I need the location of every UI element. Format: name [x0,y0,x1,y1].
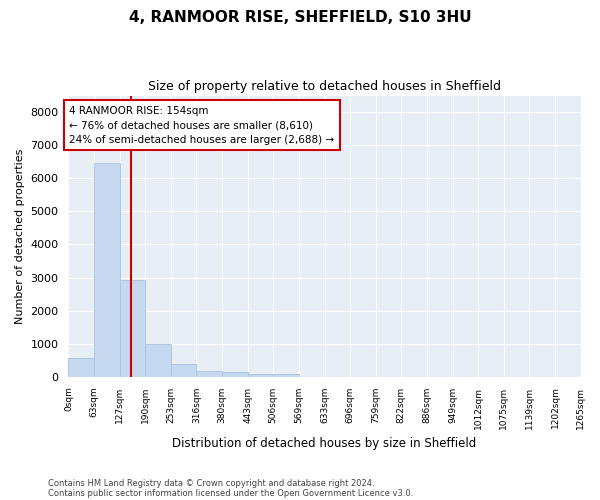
Bar [273,374,299,377]
Y-axis label: Number of detached properties: Number of detached properties [15,148,25,324]
Bar [145,344,171,377]
Bar [222,372,248,377]
Title: Size of property relative to detached houses in Sheffield: Size of property relative to detached ho… [148,80,501,93]
Text: Contains HM Land Registry data © Crown copyright and database right 2024.: Contains HM Land Registry data © Crown c… [48,478,374,488]
Bar [94,164,120,377]
Text: 4 RANMOOR RISE: 154sqm
← 76% of detached houses are smaller (8,610)
24% of semi-: 4 RANMOOR RISE: 154sqm ← 76% of detached… [69,106,334,145]
Text: 4, RANMOOR RISE, SHEFFIELD, S10 3HU: 4, RANMOOR RISE, SHEFFIELD, S10 3HU [128,10,472,25]
Bar [171,364,196,377]
Bar [248,374,273,377]
Text: Contains public sector information licensed under the Open Government Licence v3: Contains public sector information licen… [48,488,413,498]
Bar [120,280,145,377]
Bar [196,370,222,377]
X-axis label: Distribution of detached houses by size in Sheffield: Distribution of detached houses by size … [172,437,476,450]
Bar [68,358,94,377]
